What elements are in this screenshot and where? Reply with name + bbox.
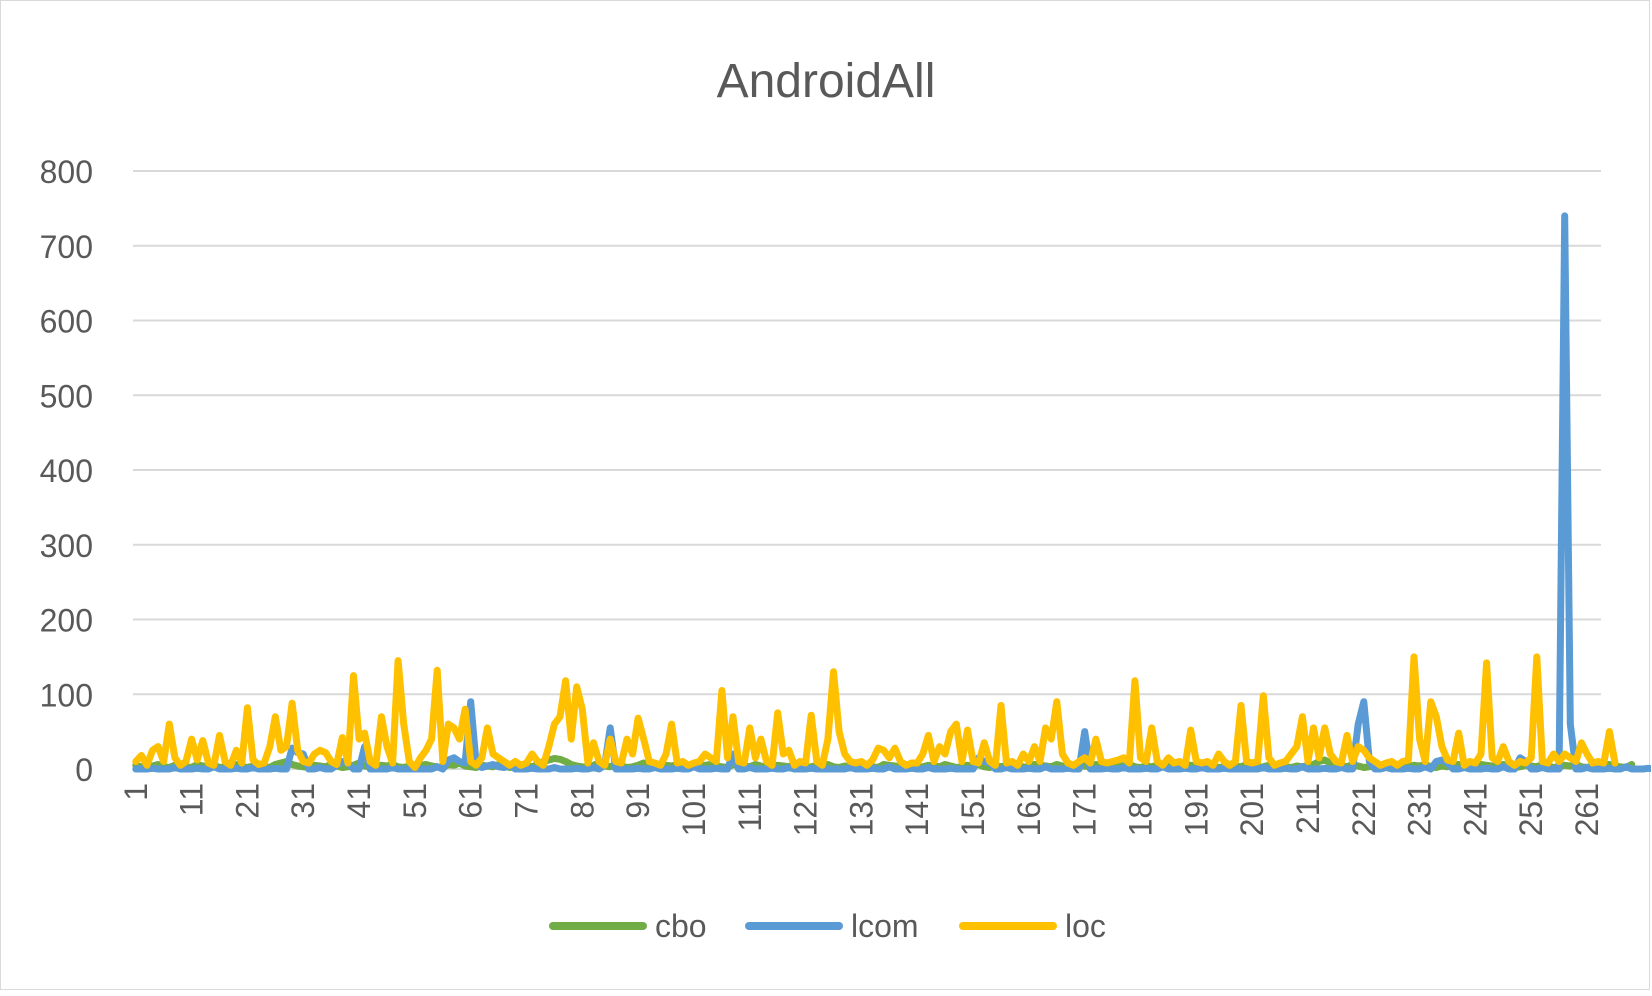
x-tick-label: 21 (229, 783, 265, 819)
x-tick-label: 11 (174, 783, 210, 816)
legend: cbo lcom loc (549, 908, 1106, 944)
y-tick-label: 200 (40, 603, 93, 639)
x-tick-label: 201 (1234, 783, 1270, 836)
x-tick-label: 221 (1346, 783, 1382, 836)
x-tick-label: 31 (285, 783, 321, 819)
gridlines (133, 170, 1601, 770)
x-tick-label: 111 (732, 783, 768, 832)
series-line-loc (132, 653, 1619, 771)
x-tick-label: 51 (397, 783, 433, 819)
y-tick-label: 500 (40, 378, 93, 414)
y-tick-label: 400 (40, 453, 93, 489)
y-tick-label: 0 (75, 752, 93, 788)
x-tick-label: 241 (1457, 783, 1493, 836)
x-tick-label: 101 (676, 783, 712, 836)
y-tick-label: 800 (40, 154, 93, 190)
x-tick-label: 261 (1569, 783, 1605, 836)
x-tick-label: 181 (1123, 783, 1159, 836)
legend-label: lcom (851, 908, 919, 944)
legend-item-cbo: cbo (549, 908, 707, 944)
legend-item-lcom: lcom (745, 908, 919, 944)
x-tick-label: 251 (1513, 783, 1549, 836)
y-tick-label: 700 (40, 229, 93, 265)
x-tick-label: 151 (955, 783, 991, 836)
series-line-lcom (132, 212, 1652, 773)
legend-label: loc (1065, 908, 1106, 944)
chart-title: AndroidAll (717, 55, 936, 108)
x-tick-label: 1 (118, 783, 154, 801)
x-axis: 1 11 21 31 41 51 61 71 81 91 101 111 121 131 141 151 161… (118, 783, 1605, 836)
y-tick-label: 600 (40, 304, 93, 340)
legend-label: cbo (655, 908, 707, 944)
x-tick-label: 91 (620, 783, 656, 819)
x-tick-label: 121 (788, 783, 824, 836)
y-tick-label: 100 (40, 677, 93, 713)
x-tick-label: 41 (341, 783, 377, 819)
x-tick-label: 161 (1011, 783, 1047, 836)
x-tick-label: 211 (1290, 783, 1326, 834)
x-tick-label: 61 (453, 783, 489, 819)
legend-item-loc: loc (959, 908, 1106, 944)
x-tick-label: 191 (1178, 783, 1214, 836)
x-tick-label: 81 (564, 783, 600, 819)
x-tick-label: 71 (509, 783, 545, 819)
x-tick-label: 131 (843, 783, 879, 836)
y-tick-label: 300 (40, 528, 93, 564)
x-tick-label: 141 (899, 783, 935, 836)
series-lines (132, 212, 1652, 773)
x-tick-label: 171 (1067, 783, 1103, 836)
x-tick-label: 231 (1402, 783, 1438, 836)
y-axis: 0 100 200 300 400 500 600 700 800 (40, 154, 93, 788)
